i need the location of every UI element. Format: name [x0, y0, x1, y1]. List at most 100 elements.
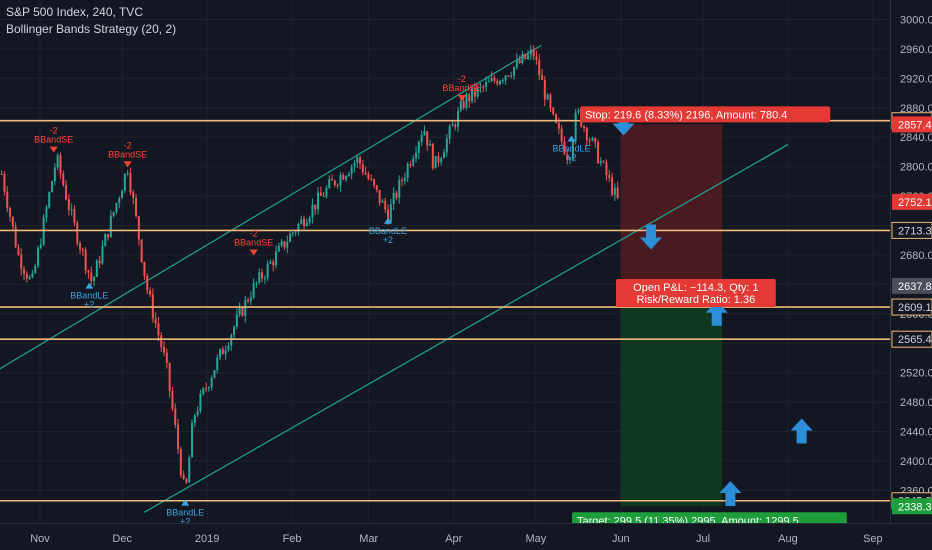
- arrow-down-icon[interactable]: [639, 224, 662, 250]
- signal-label: BBandLE: [70, 291, 108, 301]
- channel-line-1[interactable]: [0, 44, 542, 387]
- candle-body: [154, 318, 157, 324]
- candle-body: [70, 209, 73, 211]
- candle-body: [319, 192, 322, 196]
- price-tag-label: 2857.4: [898, 119, 932, 131]
- candle-body: [605, 162, 608, 176]
- channel-line-2[interactable]: [143, 144, 789, 513]
- price-tag-label: 2637.8: [898, 281, 932, 293]
- candle-body: [608, 175, 611, 178]
- candle-body: [79, 243, 82, 250]
- candle-body: [431, 144, 434, 169]
- candle-body: [602, 161, 605, 163]
- candle-body: [333, 180, 336, 185]
- candle-body: [118, 198, 121, 203]
- candle-body: [566, 154, 569, 161]
- candle-body: [165, 352, 168, 363]
- candle-body: [342, 175, 345, 180]
- candle-body: [266, 263, 269, 278]
- candle-body: [123, 173, 126, 191]
- target-zone[interactable]: [620, 285, 723, 507]
- candle-body: [325, 187, 328, 197]
- candle-body: [112, 211, 115, 216]
- candle-body: [613, 187, 616, 195]
- signal-arrow-down-icon: [123, 161, 132, 168]
- candle-body: [249, 297, 252, 302]
- svg-text:Open P&L: −114.3, Qty: 1: Open P&L: −114.3, Qty: 1: [633, 282, 758, 294]
- price-axis[interactable]: 3000.02960.02920.02880.02840.02800.02760…: [890, 0, 932, 550]
- candle-body: [87, 270, 90, 273]
- candle-body: [146, 275, 149, 291]
- level-tag-label: 2609.1: [898, 302, 932, 314]
- signal-arrow-up-icon: [383, 217, 392, 224]
- candle-body: [210, 377, 213, 388]
- candle-body: [417, 141, 420, 153]
- signal-qty: -2: [50, 126, 58, 136]
- y-tick-label: 2520.0: [900, 368, 932, 380]
- arrow-up-icon[interactable]: [705, 300, 728, 326]
- candle-body: [39, 244, 42, 248]
- candle-body: [303, 218, 306, 227]
- stop-zone[interactable]: [620, 124, 723, 286]
- candle-body: [448, 126, 451, 139]
- candle-body: [193, 415, 196, 423]
- y-tick-label: 2840.0: [900, 132, 932, 144]
- candle-body: [347, 173, 350, 177]
- candle-body: [224, 349, 227, 355]
- y-tick-label: 2440.0: [900, 426, 932, 438]
- candle-body: [280, 241, 283, 246]
- candle-body: [76, 222, 79, 244]
- candle-body: [255, 282, 258, 284]
- y-tick-label: 2400.0: [900, 456, 932, 468]
- candle-body: [247, 299, 250, 302]
- candle-body: [291, 232, 294, 234]
- candle-body: [524, 54, 527, 59]
- signal-qty: +2: [566, 153, 576, 163]
- candle-body: [286, 241, 289, 248]
- arrow-down-icon[interactable]: [612, 110, 635, 136]
- time-axis[interactable]: Nov Dec 2019 Feb Mar Apr May Jun Jul Aug Sep: [0, 523, 932, 550]
- x-tick-label: Jun: [612, 533, 630, 545]
- candle-body: [31, 273, 34, 277]
- candle-body: [73, 209, 76, 223]
- candle-body: [487, 81, 490, 83]
- candle-body: [230, 334, 233, 346]
- candle-body: [445, 138, 448, 153]
- candle-body: [65, 185, 68, 200]
- arrow-up-icon[interactable]: [719, 480, 742, 506]
- signal-qty: +2: [180, 517, 190, 527]
- stop-label[interactable]: Stop: 219.6 (8.33%) 2196, Amount: 780.4: [580, 106, 831, 123]
- level-tag: [891, 221, 932, 239]
- candle-body: [611, 177, 614, 195]
- candle-body: [577, 110, 580, 113]
- signal-qty: +2: [383, 235, 393, 245]
- signal-bbandle: BBandLE+2: [552, 135, 591, 163]
- candle-body: [350, 166, 353, 174]
- x-tick-label: May: [525, 533, 546, 545]
- strategy-title[interactable]: Bollinger Bands Strategy (20, 2): [6, 22, 177, 36]
- candle-body: [336, 184, 339, 186]
- candle-body: [84, 249, 87, 271]
- arrow-up-icon[interactable]: [790, 418, 813, 444]
- candle-body: [135, 198, 138, 217]
- signal-arrow-down-icon: [457, 95, 466, 102]
- symbol-title[interactable]: S&P 500 Index, 240, TVC: [6, 5, 143, 19]
- candle-body: [529, 49, 532, 55]
- candle-body: [199, 393, 202, 412]
- candle-body: [395, 192, 398, 198]
- candle-body: [521, 54, 524, 63]
- candle-body: [317, 192, 320, 210]
- candle-body: [275, 251, 278, 266]
- signal-qty: -2: [124, 140, 132, 150]
- candle-body: [53, 167, 56, 182]
- signal-qty: -2: [250, 229, 258, 239]
- candle-body: [20, 254, 23, 269]
- candle-body: [202, 388, 205, 394]
- candle-body: [300, 218, 303, 224]
- candle-body: [560, 128, 563, 142]
- candle-body: [485, 82, 488, 87]
